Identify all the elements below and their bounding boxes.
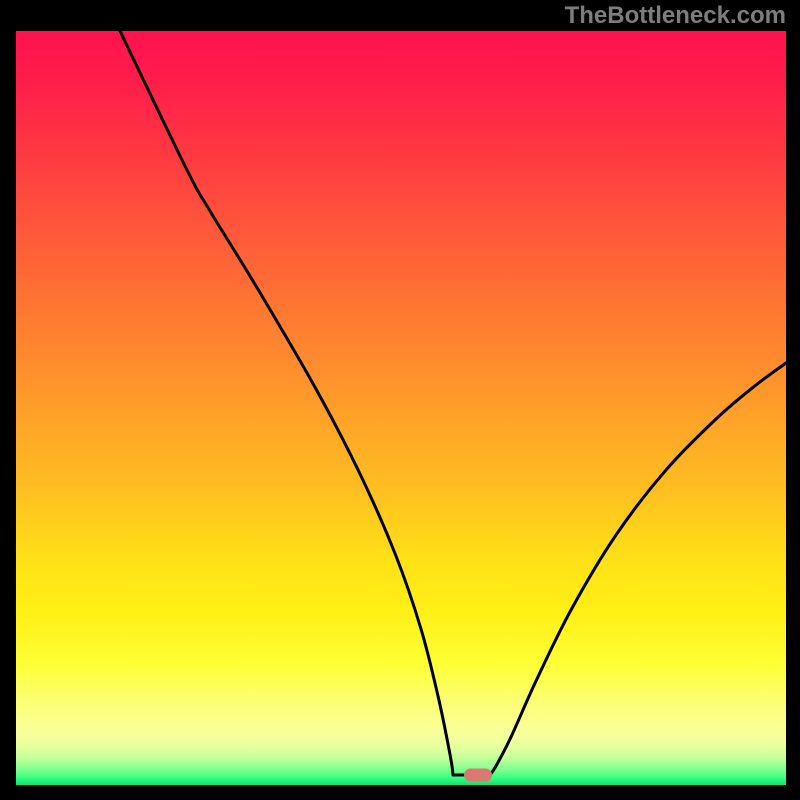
bottleneck-curve bbox=[16, 31, 786, 785]
minimum-marker bbox=[464, 769, 492, 782]
watermark-text: TheBottleneck.com bbox=[565, 2, 786, 30]
plot-area bbox=[16, 31, 786, 785]
chart-viewport: { "watermark": { "text": "TheBottleneck.… bbox=[0, 0, 800, 800]
